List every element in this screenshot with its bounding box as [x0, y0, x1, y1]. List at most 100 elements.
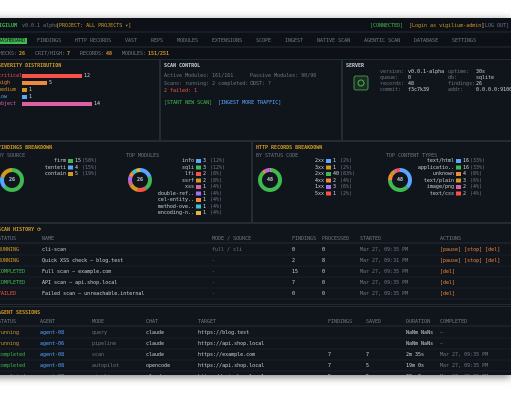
legend-count: 1 — [203, 184, 207, 190]
column-header: FINDINGS — [328, 319, 353, 325]
legend-name: info — [181, 158, 194, 164]
legend-pct: (4%) — [210, 190, 223, 197]
nav-tab[interactable]: EXTENSIONS — [212, 38, 243, 44]
legend-pct: (83%) — [340, 171, 356, 177]
nav-tab[interactable]: DATABASE — [414, 38, 439, 44]
cell: - — [212, 269, 216, 275]
cell: [del] — [440, 291, 456, 297]
severity-count: 12 — [84, 73, 91, 79]
server-key: addr: — [448, 87, 464, 93]
nav-tab[interactable]: FINDINGS — [37, 38, 62, 44]
cell: NaNm NaNs — [406, 330, 434, 336]
legend-swatch — [196, 165, 201, 170]
cell: 5 — [328, 374, 331, 375]
cell: RUNNING — [0, 258, 20, 264]
server-key: records: — [380, 81, 405, 87]
cell: Mar 27, 09:31 PM — [360, 258, 409, 264]
donut-segment — [128, 168, 152, 192]
cell: [pause] [stop] [del] — [440, 247, 501, 253]
legend-count: 16 — [463, 158, 470, 164]
cell: agent-06 — [40, 341, 65, 347]
legend-count: 2 — [463, 184, 467, 190]
chart-title: BY STATUS CODE — [256, 153, 299, 159]
legend-pct: (33%) — [470, 158, 486, 164]
legend-name: 5xx — [314, 190, 324, 197]
legend-swatch — [196, 172, 201, 176]
legend-name: lfi — [184, 171, 194, 177]
nav-tab[interactable]: REPS — [151, 38, 164, 44]
chart-title: TOP CONTENT TYPES — [386, 153, 438, 159]
donut-segment — [0, 168, 24, 192]
legend-count: 3 — [463, 177, 467, 184]
agent_sessions-panel — [0, 306, 511, 375]
scan_history-panel — [0, 223, 511, 305]
cell: 0 — [322, 247, 326, 253]
legend-count: 2 — [333, 177, 337, 184]
nav-tab[interactable]: INGEST — [285, 38, 304, 44]
legend-count: 2 — [203, 171, 207, 177]
nav-tab[interactable]: AGENTIC SCAN — [364, 38, 401, 44]
start-scan-button[interactable]: [START NEW SCAN] — [164, 100, 213, 106]
legend-count: 1 — [333, 164, 337, 171]
http-panel — [252, 141, 511, 223]
donut-segment — [258, 168, 282, 192]
nav-tab[interactable]: VAST — [125, 38, 138, 44]
cell: agent-08 — [40, 330, 65, 336]
nav-tab[interactable]: SETTINGS — [452, 38, 477, 44]
cell: Mar 27, 09:35 PM — [440, 363, 489, 369]
severity-count: 5 — [49, 80, 53, 86]
cell: Mar 27, 09:35 PM — [360, 247, 409, 253]
legend-pct: (15%) — [82, 164, 98, 171]
scan-stat: Active Modules: 161/161 — [164, 73, 234, 79]
cell: https://api.shop.local — [198, 374, 264, 375]
logout[interactable]: [LOG OUT] — [482, 23, 510, 29]
server-key: commit: — [380, 87, 402, 93]
legend-swatch — [196, 198, 201, 202]
nav-tab[interactable]: MODULES — [177, 38, 199, 44]
donut-segment — [0, 168, 24, 192]
legend-swatch — [196, 178, 201, 183]
cell: agent-08 — [40, 374, 64, 375]
legend-name: cel-entity.. — [157, 197, 194, 203]
legend-swatch — [456, 178, 461, 183]
cell: completed — [0, 374, 25, 375]
legend-name: 2xx — [314, 158, 324, 164]
server-value: v0.0.1-alpha — [408, 69, 445, 75]
ingest-button[interactable]: [INGEST MORE TRAFFIC] — [218, 100, 282, 106]
severity-count: 1 — [29, 94, 33, 100]
legend-pct: (2%) — [340, 164, 353, 171]
cell: [del] — [440, 280, 456, 286]
column-header: TARGET — [198, 319, 217, 325]
cell: completed — [0, 363, 26, 369]
cell: claude — [146, 374, 164, 375]
legend-count: 3 — [203, 164, 207, 171]
project-selector[interactable]: [PROJECT: ALL PROJECTS ▾] — [56, 23, 132, 29]
column-header: AGENT — [40, 319, 56, 325]
version: v0.0.1 alpha — [22, 23, 59, 29]
server-panel — [342, 59, 511, 141]
cell: pipeline — [92, 341, 117, 347]
legend-name: text/html — [426, 158, 454, 164]
nav-tab[interactable]: DASHBOARD — [0, 38, 28, 44]
nav-tab[interactable]: NATIVE SCAN — [317, 38, 351, 44]
legend-swatch — [196, 211, 201, 215]
stat-label: RECORDS: — [80, 51, 105, 57]
legend-swatch — [326, 185, 331, 189]
legend-pct: (6%) — [470, 177, 483, 184]
server-key: db: — [448, 75, 458, 81]
legend-swatch — [456, 191, 461, 196]
cell: 0 — [322, 280, 326, 286]
legend-count: 3 — [333, 184, 337, 190]
nav-tab[interactable]: HTTP RECORDS — [75, 38, 112, 44]
legend-swatch — [326, 178, 331, 183]
column-header: CHAT — [146, 319, 159, 325]
severity-bar — [22, 95, 27, 99]
nav-tab[interactable]: SCOPE — [256, 38, 272, 44]
legend-swatch — [196, 191, 201, 196]
legend-pct: (4%) — [210, 184, 223, 190]
server-icon-core — [357, 79, 365, 87]
cell: 8 — [322, 258, 326, 264]
legend-name: applicatio.. — [417, 164, 454, 171]
cell: COMPLETED — [0, 280, 26, 286]
donut-segment — [128, 168, 152, 192]
